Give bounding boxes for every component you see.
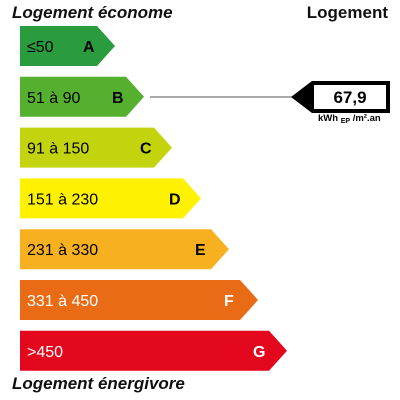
consumption-value: 67,9 <box>333 88 366 107</box>
energy-class-range: 331 à 450 <box>27 293 98 310</box>
efficient-housing-label: Logement économe <box>12 3 173 22</box>
energy-class-letter: C <box>140 141 152 158</box>
energy-class-shape <box>20 229 229 270</box>
energy-class-bar-a: ≤50 A <box>20 26 115 66</box>
energy-class-bar-e: 231 à 330 E <box>20 229 229 270</box>
unit-main: kWh <box>318 113 339 124</box>
energy-class-shape <box>20 127 172 168</box>
energy-class-range: 151 à 230 <box>27 191 98 208</box>
energy-class-range: 231 à 330 <box>27 242 98 259</box>
energy-class-letter: F <box>224 293 234 310</box>
energy-class-range: ≤50 <box>27 39 54 56</box>
energy-class-range: >450 <box>27 344 63 361</box>
energy-class-letter: E <box>195 242 206 259</box>
consumption-indicator: 67,9 <box>291 81 390 113</box>
energy-class-shape <box>20 280 258 320</box>
housing-label: Logement <box>306 3 388 22</box>
energy-class-bar-d: 151 à 230 D <box>20 178 201 219</box>
unit-rest: /m².an <box>352 113 381 124</box>
energy-class-bar-f: 331 à 450 F <box>20 280 258 320</box>
consumption-unit: kWh EP /m².an <box>318 113 381 125</box>
unit-sub: EP <box>340 118 351 125</box>
energy-class-range: 91 à 150 <box>27 141 89 158</box>
energy-class-letter: A <box>83 39 95 56</box>
energy-class-letter: D <box>169 191 181 208</box>
energy-class-bar-c: 91 à 150 C <box>20 127 172 168</box>
energy-class-shape <box>20 330 287 371</box>
energy-class-shape <box>20 178 201 219</box>
energy-class-shape <box>20 26 115 66</box>
energy-class-shape <box>20 76 144 117</box>
energy-class-letter: B <box>112 90 124 107</box>
energy-class-range: 51 à 90 <box>27 90 80 107</box>
energy-intensive-housing-label: Logement énergivore <box>12 374 185 393</box>
energy-class-letter: G <box>253 344 265 361</box>
energy-class-bars: ≤50 A 51 à 90 B 91 à 150 C 151 à 230 D 231 à 330… <box>20 26 287 371</box>
energy-class-bar-g: >450 G <box>20 330 287 371</box>
indicator-value-box <box>314 85 386 109</box>
energy-class-bar-b: 51 à 90 B <box>20 76 144 117</box>
